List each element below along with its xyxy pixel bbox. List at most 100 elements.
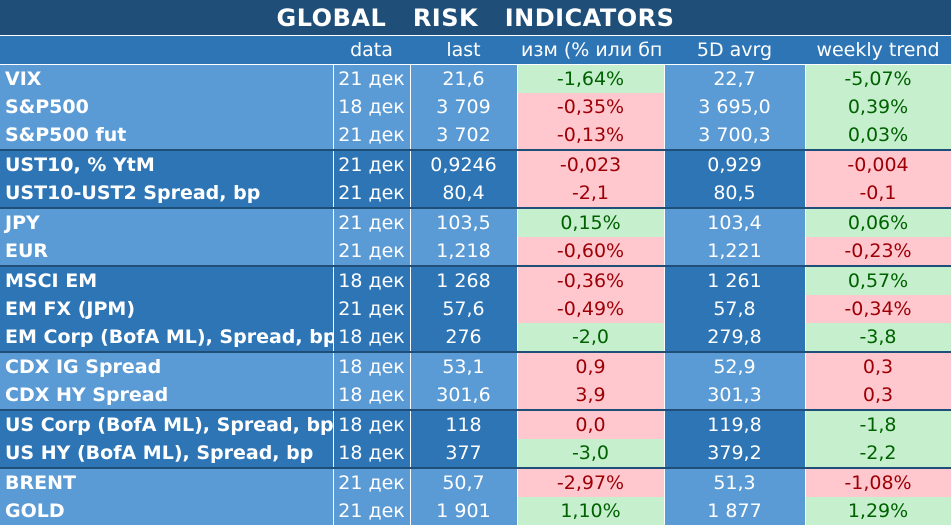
title-word-2: RISK <box>412 3 479 32</box>
indicator-name: GOLD <box>0 497 334 525</box>
indicator-avg5d: 51,3 <box>664 467 806 497</box>
indicator-change: -0,023 <box>517 149 665 179</box>
indicator-weekly: 0,03% <box>805 121 951 150</box>
header-avg5d: 5D avrg <box>664 36 805 65</box>
indicator-avg5d: 379,2 <box>664 439 806 468</box>
indicator-last: 3 702 <box>410 121 518 150</box>
indicator-avg5d: 1,221 <box>664 237 806 266</box>
indicator-weekly: 0,06% <box>805 207 951 237</box>
indicator-last: 1,218 <box>410 237 518 266</box>
indicator-avg5d: 301,3 <box>664 381 806 410</box>
table-row: GOLD 21 дек 1 901 1,10% 1 877 1,29% <box>0 497 951 525</box>
indicator-date: 21 дек <box>333 207 411 237</box>
indicator-date: 18 дек <box>333 409 411 439</box>
indicator-avg5d: 22,7 <box>664 64 806 93</box>
indicator-last: 1 901 <box>410 497 518 525</box>
indicator-change: 0,15% <box>517 207 665 237</box>
indicator-weekly: -0,004 <box>805 149 951 179</box>
indicator-avg5d: 52,9 <box>664 351 806 381</box>
indicator-avg5d: 3 700,3 <box>664 121 806 150</box>
indicator-last: 1 268 <box>410 265 518 295</box>
indicator-weekly: 0,3 <box>805 381 951 410</box>
indicator-avg5d: 3 695,0 <box>664 93 806 121</box>
table-row: US HY (BofA ML), Spread, bp 18 дек 377 -3,0… <box>0 439 951 468</box>
indicator-last: 57,6 <box>410 295 518 323</box>
indicator-avg5d: 119,8 <box>664 409 806 439</box>
indicator-last: 103,5 <box>410 207 518 237</box>
indicator-weekly: -1,8 <box>805 409 951 439</box>
table-row: EUR 21 дек 1,218 -0,60% 1,221 -0,23% <box>0 237 951 266</box>
table-row: CDX IG Spread 18 дек 53,1 0,9 52,9 0,3 <box>0 351 951 381</box>
header-weekly: weekly trend <box>805 36 951 65</box>
indicator-date: 18 дек <box>333 323 411 352</box>
header-last: last <box>410 36 517 65</box>
indicator-weekly: -0,34% <box>805 295 951 323</box>
indicator-last: 80,4 <box>410 179 518 208</box>
indicator-weekly: 0,57% <box>805 265 951 295</box>
indicator-last: 3 709 <box>410 93 518 121</box>
indicator-date: 21 дек <box>333 64 411 93</box>
indicator-name: S&P500 <box>0 93 334 121</box>
table-row: EM Corp (BofA ML), Spread, bp 18 дек 276 -2… <box>0 323 951 352</box>
indicator-change: -2,0 <box>517 323 665 352</box>
indicator-last: 276 <box>410 323 518 352</box>
indicator-name: EUR <box>0 237 334 266</box>
indicator-name: BRENT <box>0 467 334 497</box>
table-row: JPY 21 дек 103,5 0,15% 103,4 0,06% <box>0 207 951 237</box>
indicator-weekly: -0,23% <box>805 237 951 266</box>
indicator-avg5d: 279,8 <box>664 323 806 352</box>
indicator-last: 377 <box>410 439 518 468</box>
header-date: data <box>333 36 410 65</box>
indicator-weekly: -3,8 <box>805 323 951 352</box>
indicator-date: 18 дек <box>333 265 411 295</box>
table-row: EM FX (JPM) 21 дек 57,6 -0,49% 57,8 -0,34% <box>0 295 951 323</box>
indicator-date: 21 дек <box>333 467 411 497</box>
table-row: BRENT 21 дек 50,7 -2,97% 51,3 -1,08% <box>0 467 951 497</box>
indicator-avg5d: 1 261 <box>664 265 806 295</box>
header-change: изм (% или бп) <box>517 36 664 65</box>
indicator-avg5d: 80,5 <box>664 179 806 208</box>
indicator-name: CDX IG Spread <box>0 351 334 381</box>
indicator-last: 301,6 <box>410 381 518 410</box>
indicator-date: 21 дек <box>333 295 411 323</box>
indicator-weekly: -5,07% <box>805 64 951 93</box>
indicator-change: -0,36% <box>517 265 665 295</box>
table-row: VIX 21 дек 21,6 -1,64% 22,7 -5,07% <box>0 64 951 93</box>
indicator-change: -0,60% <box>517 237 665 266</box>
indicator-avg5d: 57,8 <box>664 295 806 323</box>
indicator-change: -0,49% <box>517 295 665 323</box>
table-row: UST10, % YtM 21 дек 0,9246 -0,023 0,929 -0,00… <box>0 149 951 179</box>
indicator-name: VIX <box>0 64 334 93</box>
indicator-name: UST10, % YtM <box>0 149 334 179</box>
indicator-name: UST10-UST2 Spread, bp <box>0 179 334 208</box>
indicator-date: 21 дек <box>333 149 411 179</box>
header-name <box>0 36 333 65</box>
indicator-avg5d: 1 877 <box>664 497 806 525</box>
indicator-date: 21 дек <box>333 497 411 525</box>
indicator-date: 21 дек <box>333 237 411 266</box>
sheet-title: GLOBAL RISK INDICATORS <box>0 0 951 36</box>
indicator-name: MSCI EM <box>0 265 334 295</box>
title-word-1: GLOBAL <box>276 3 387 32</box>
indicator-weekly: -2,2 <box>805 439 951 468</box>
indicator-weekly: 1,29% <box>805 497 951 525</box>
indicator-weekly: 0,3 <box>805 351 951 381</box>
title-word-3: INDICATORS <box>504 3 675 32</box>
indicator-date: 18 дек <box>333 93 411 121</box>
indicator-change: -0,13% <box>517 121 665 150</box>
indicators-table: data last изм (% или бп) 5D avrg weekly … <box>0 36 951 525</box>
table-row: US Corp (BofA ML), Spread, bp 18 дек 118 0,… <box>0 409 951 439</box>
indicator-date: 21 дек <box>333 179 411 208</box>
header-row: data last изм (% или бп) 5D avrg weekly … <box>0 36 951 65</box>
indicator-date: 18 дек <box>333 439 411 468</box>
indicator-change: 1,10% <box>517 497 665 525</box>
indicator-last: 0,9246 <box>410 149 518 179</box>
indicator-change: -3,0 <box>517 439 665 468</box>
indicator-name: CDX HY Spread <box>0 381 334 410</box>
indicator-name: US HY (BofA ML), Spread, bp <box>0 439 334 468</box>
indicator-weekly: -1,08% <box>805 467 951 497</box>
table-row: S&P500 fut 21 дек 3 702 -0,13% 3 700,3 0,03% <box>0 121 951 150</box>
indicator-date: 21 дек <box>333 121 411 150</box>
indicator-avg5d: 103,4 <box>664 207 806 237</box>
